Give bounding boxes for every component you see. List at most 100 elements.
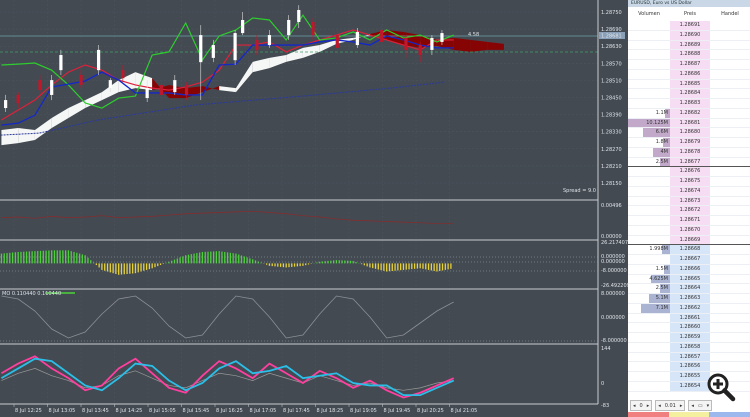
- dom-row[interactable]: 1.998M 1.28668: [628, 245, 750, 255]
- price-cell[interactable]: 1.28667: [670, 255, 710, 264]
- trade-cell[interactable]: [710, 226, 750, 235]
- dom-row[interactable]: 1.28691: [628, 21, 750, 31]
- trade-cell[interactable]: [710, 148, 750, 157]
- price-cell[interactable]: 1.28663: [670, 294, 710, 303]
- trade-cell[interactable]: [710, 353, 750, 362]
- price-cell[interactable]: 1.28677: [670, 157, 710, 167]
- dom-row[interactable]: 1.28655: [628, 372, 750, 382]
- trade-cell[interactable]: [710, 265, 750, 274]
- trade-cell[interactable]: [710, 109, 750, 118]
- dom-row[interactable]: 1.28687: [628, 60, 750, 70]
- dom-row[interactable]: 1.28656: [628, 362, 750, 372]
- price-cell[interactable]: 1.28685: [670, 79, 710, 89]
- price-cell[interactable]: 1.28660: [670, 323, 710, 332]
- trade-cell[interactable]: [710, 167, 750, 176]
- dom-row[interactable]: 1.5M 1.28666: [628, 264, 750, 275]
- trade-cell[interactable]: [710, 245, 750, 254]
- price-cell[interactable]: 1.28661: [670, 313, 710, 323]
- trade-cell[interactable]: [710, 255, 750, 264]
- dom-row[interactable]: 1.28667: [628, 255, 750, 265]
- trade-cell[interactable]: [710, 138, 750, 147]
- dom-row[interactable]: 1.28658: [628, 342, 750, 353]
- dom-row[interactable]: 2.5M 1.28664: [628, 284, 750, 294]
- price-cell[interactable]: 1.28686: [670, 69, 710, 79]
- trade-cell[interactable]: [710, 314, 750, 323]
- price-cell[interactable]: 1.28678: [670, 147, 710, 157]
- dom-row[interactable]: 1.28684: [628, 89, 750, 99]
- dom-row[interactable]: 2.5M 1.28677: [628, 157, 750, 168]
- dom-row[interactable]: 1.28674: [628, 186, 750, 197]
- dom-row[interactable]: 1.28660: [628, 323, 750, 333]
- dom-row[interactable]: 1.28688: [628, 50, 750, 60]
- price-cell[interactable]: 1.28691: [670, 21, 710, 30]
- trade-cell[interactable]: [710, 304, 750, 313]
- trade-cell[interactable]: [710, 187, 750, 196]
- price-cell[interactable]: 1.28681: [670, 118, 710, 128]
- trade-cell[interactable]: [710, 362, 750, 371]
- trade-cell[interactable]: [710, 323, 750, 332]
- dom-row[interactable]: 1.28685: [628, 79, 750, 90]
- price-cell[interactable]: 1.28674: [670, 186, 710, 196]
- price-cell[interactable]: 1.28658: [670, 342, 710, 352]
- price-cell[interactable]: 1.28673: [670, 196, 710, 206]
- price-cell[interactable]: 1.28656: [670, 362, 710, 371]
- dom-row[interactable]: 4M 1.28678: [628, 147, 750, 158]
- dom-row[interactable]: 1.28672: [628, 206, 750, 216]
- dom-row[interactable]: 1.28683: [628, 99, 750, 109]
- price-cell[interactable]: 1.28666: [670, 264, 710, 274]
- dom-row[interactable]: 1.28686: [628, 69, 750, 80]
- dom-row[interactable]: 1.28690: [628, 30, 750, 41]
- price-cell[interactable]: 1.28676: [670, 167, 710, 176]
- trade-cell[interactable]: [710, 99, 750, 108]
- step-value[interactable]: 0.01: [664, 402, 676, 409]
- price-cell[interactable]: 1.28672: [670, 206, 710, 215]
- trade-cell[interactable]: [710, 216, 750, 225]
- trade-cell[interactable]: [710, 197, 750, 206]
- trade-cell[interactable]: [710, 275, 750, 284]
- trade-cell[interactable]: [710, 177, 750, 186]
- trade-cell[interactable]: [710, 60, 750, 69]
- price-cell[interactable]: 1.28688: [670, 50, 710, 59]
- price-cell[interactable]: 1.28668: [670, 245, 710, 254]
- trade-cell[interactable]: [710, 70, 750, 79]
- price-cell[interactable]: 1.28687: [670, 60, 710, 69]
- trade-cell[interactable]: [710, 128, 750, 137]
- dom-row[interactable]: 1.28654: [628, 381, 750, 392]
- dom-row[interactable]: 10.125M 1.28681: [628, 118, 750, 129]
- dom-row[interactable]: 5.1M 1.28663: [628, 294, 750, 304]
- price-cell[interactable]: 1.28683: [670, 99, 710, 108]
- trade-cell[interactable]: [710, 236, 750, 245]
- trade-cell[interactable]: [710, 294, 750, 303]
- buy-button[interactable]: [709, 412, 750, 417]
- trade-cell[interactable]: [710, 343, 750, 352]
- price-cell[interactable]: 1.28664: [670, 284, 710, 293]
- options-dropdown[interactable]: ◂ ▭ ▾: [688, 400, 713, 411]
- trade-cell[interactable]: [710, 206, 750, 215]
- dom-row[interactable]: 1.28669: [628, 235, 750, 246]
- dom-row[interactable]: 1.28676: [628, 167, 750, 177]
- price-cell[interactable]: 1.28655: [670, 372, 710, 381]
- price-cell[interactable]: 1.28654: [670, 381, 710, 391]
- sell-button[interactable]: [628, 412, 669, 417]
- dom-row[interactable]: 1.28671: [628, 216, 750, 226]
- price-cell[interactable]: 1.28670: [670, 225, 710, 235]
- close-button[interactable]: [668, 412, 710, 417]
- price-cell[interactable]: 1.28689: [670, 40, 710, 50]
- price-cell[interactable]: 1.28657: [670, 352, 710, 362]
- price-cell[interactable]: 1.28671: [670, 216, 710, 225]
- dom-row[interactable]: 1.28659: [628, 333, 750, 343]
- trade-cell[interactable]: [710, 31, 750, 40]
- trade-cell[interactable]: [710, 41, 750, 50]
- price-cell[interactable]: 1.28679: [670, 138, 710, 147]
- dom-row[interactable]: 6.6M 1.28680: [628, 128, 750, 138]
- price-cell[interactable]: 1.28682: [670, 108, 710, 118]
- price-cell[interactable]: 1.28659: [670, 333, 710, 342]
- price-cell[interactable]: 1.28684: [670, 89, 710, 98]
- price-chart[interactable]: 1.28750 1.28690 1.28630 1.28570 1.28510 1.284…: [0, 0, 628, 417]
- dom-row[interactable]: 1.28670: [628, 225, 750, 236]
- trade-cell[interactable]: [710, 333, 750, 342]
- quantity-value[interactable]: 0: [639, 402, 643, 409]
- trade-cell[interactable]: [710, 284, 750, 293]
- trade-cell[interactable]: [710, 21, 750, 30]
- dom-row[interactable]: 7.1M 1.28662: [628, 303, 750, 314]
